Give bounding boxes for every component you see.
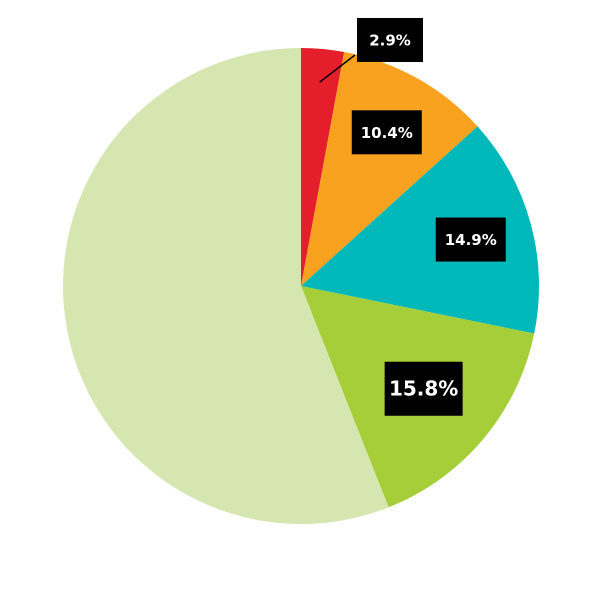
label-box [435, 217, 506, 262]
data-label: 14.9% [445, 231, 497, 249]
pie-slice [301, 126, 539, 334]
leader-line [319, 54, 356, 83]
data-label: 2.9% [369, 32, 411, 50]
label-box [384, 361, 463, 416]
data-label: 15.8% [389, 376, 458, 400]
pie-slice [301, 48, 345, 286]
data-label: 10.4% [361, 124, 413, 142]
pie-slice [63, 48, 389, 524]
label-box [357, 18, 423, 62]
label-box [351, 110, 422, 155]
pie-slice [301, 51, 478, 287]
